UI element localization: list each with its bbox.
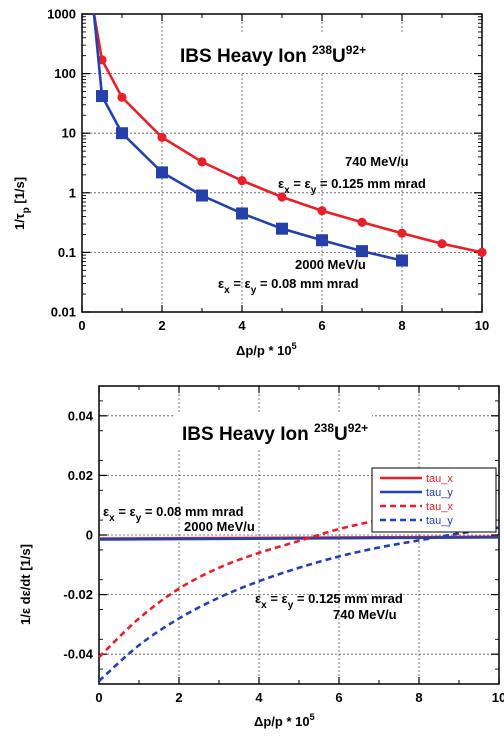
top-series-0-point — [277, 192, 287, 202]
legend-label: tau_y — [426, 487, 453, 499]
bottom-y-tick-label: 0 — [86, 528, 93, 543]
top-series-1-point — [276, 222, 288, 235]
top-series-0-point — [437, 239, 447, 249]
top-series-0-point — [197, 157, 207, 167]
bottom-annotation-blue-energy: 2000 MeV/u — [184, 519, 255, 534]
top-series-0-point — [117, 92, 127, 102]
bottom-x-tick-label: 8 — [415, 690, 422, 705]
top-series-1-point — [356, 245, 368, 258]
top-y-tick-label: 0.01 — [51, 305, 76, 320]
top-series-0-point — [237, 176, 247, 186]
top-series-1-point — [116, 127, 128, 140]
top-series-0-point — [317, 206, 327, 216]
bottom-x-tick-label: 2 — [175, 690, 182, 705]
top-annotation-blue-energy: 2000 MeV/u — [295, 257, 366, 272]
top-axis-ticks: 0 2 4 6 8 10 0.01 0.1 1 10 100 1000 — [47, 7, 489, 334]
top-y-tick-label: 0.1 — [58, 245, 76, 260]
top-x-tick-label: 4 — [238, 318, 246, 333]
top-series-1-point — [396, 254, 408, 267]
top-x-tick-label: 8 — [398, 318, 405, 333]
bottom-annotation-red-energy: 740 MeV/u — [333, 607, 397, 622]
top-series-0-point — [397, 228, 407, 238]
bottom-x-tick-label: 0 — [95, 690, 102, 705]
top-x-tick-label: 6 — [318, 318, 325, 333]
bottom-y-tick-label: -0.04 — [63, 647, 93, 662]
legend-label: tau_x — [426, 501, 453, 513]
top-series-1-point — [236, 207, 248, 220]
bottom-x-tick-label: 6 — [335, 690, 342, 705]
top-y-tick-label: 10 — [62, 126, 76, 141]
legend-label: tau_y — [426, 515, 453, 527]
top-x-tick-label: 0 — [78, 318, 85, 333]
bottom-chart: 0 2 4 6 8 10 -0.04 -0.02 0 0.02 0.04 IBS Heavy Ion… — [18, 385, 504, 729]
bottom-series-line-3 — [98, 526, 500, 682]
bottom-legend: tau_x tau_y tau_x tau_y — [371, 467, 497, 533]
top-title-background — [172, 33, 412, 73]
bottom-y-tick-label: 0.02 — [68, 468, 93, 483]
bottom-chart-title: IBS Heavy Ion 238U92+ — [182, 421, 368, 445]
top-series-0-point — [357, 217, 367, 227]
top-series-line-1 — [92, 13, 403, 262]
bottom-annotation-blue-emittance: εx = εy = 0.08 mm mrad — [103, 504, 244, 524]
top-y-tick-label: 1000 — [47, 7, 76, 22]
top-series-1-point — [96, 90, 108, 103]
bottom-y-tick-label: 0.04 — [68, 408, 94, 423]
top-series-1-point — [156, 166, 168, 179]
legend-label: tau_x — [426, 473, 453, 485]
bottom-title-background — [174, 412, 372, 448]
top-x-tick-label: 10 — [475, 318, 489, 333]
top-chart: 0 2 4 6 8 10 0.01 0.1 1 10 100 1000 IBS Heavy Ion 2… — [12, 7, 489, 359]
bottom-x-tick-label: 10 — [492, 690, 504, 705]
bottom-x-tick-label: 4 — [255, 690, 263, 705]
top-series-0-point — [477, 247, 487, 257]
bottom-y-axis-label: 1/ε dε/dt [1/s] — [18, 544, 33, 625]
bottom-annotation-red-emittance: εx = εy = 0.125 mm mrad — [255, 591, 403, 611]
bottom-title-box: IBS Heavy Ion 238U92+ — [174, 412, 372, 448]
top-x-tick-label: 2 — [158, 318, 165, 333]
top-annotation-blue-emittance: εx = εy = 0.08 mm mrad — [218, 276, 359, 296]
top-series-1-point — [196, 189, 208, 202]
top-x-axis-label: Δp/p * 105 — [236, 341, 297, 358]
top-series-layer — [92, 13, 487, 267]
top-series-line-0 — [92, 13, 483, 254]
top-chart-title: IBS Heavy Ion 238U92+ — [180, 43, 366, 67]
bottom-y-tick-label: -0.02 — [63, 587, 93, 602]
top-annotation-red-emittance: εx = εy = 0.125 mm mrad — [278, 176, 426, 196]
top-series-1-point — [316, 234, 328, 247]
bottom-x-axis-label: Δp/p * 105 — [254, 712, 315, 729]
top-y-tick-label: 1 — [69, 185, 76, 200]
bottom-axis-ticks: 0 2 4 6 8 10 -0.04 -0.02 0 0.02 0.04 — [63, 386, 504, 705]
bottom-series-line-1 — [98, 536, 500, 541]
top-series-0-point — [157, 132, 167, 143]
top-y-tick-label: 100 — [54, 66, 76, 81]
top-y-axis-label: 1/τp [1/s] — [12, 177, 32, 230]
top-annotation-red-energy: 740 MeV/u — [345, 154, 409, 169]
legend-entries: tau_x tau_y tau_x tau_y — [380, 473, 453, 527]
top-title-box: IBS Heavy Ion 238U92+ — [172, 33, 412, 73]
